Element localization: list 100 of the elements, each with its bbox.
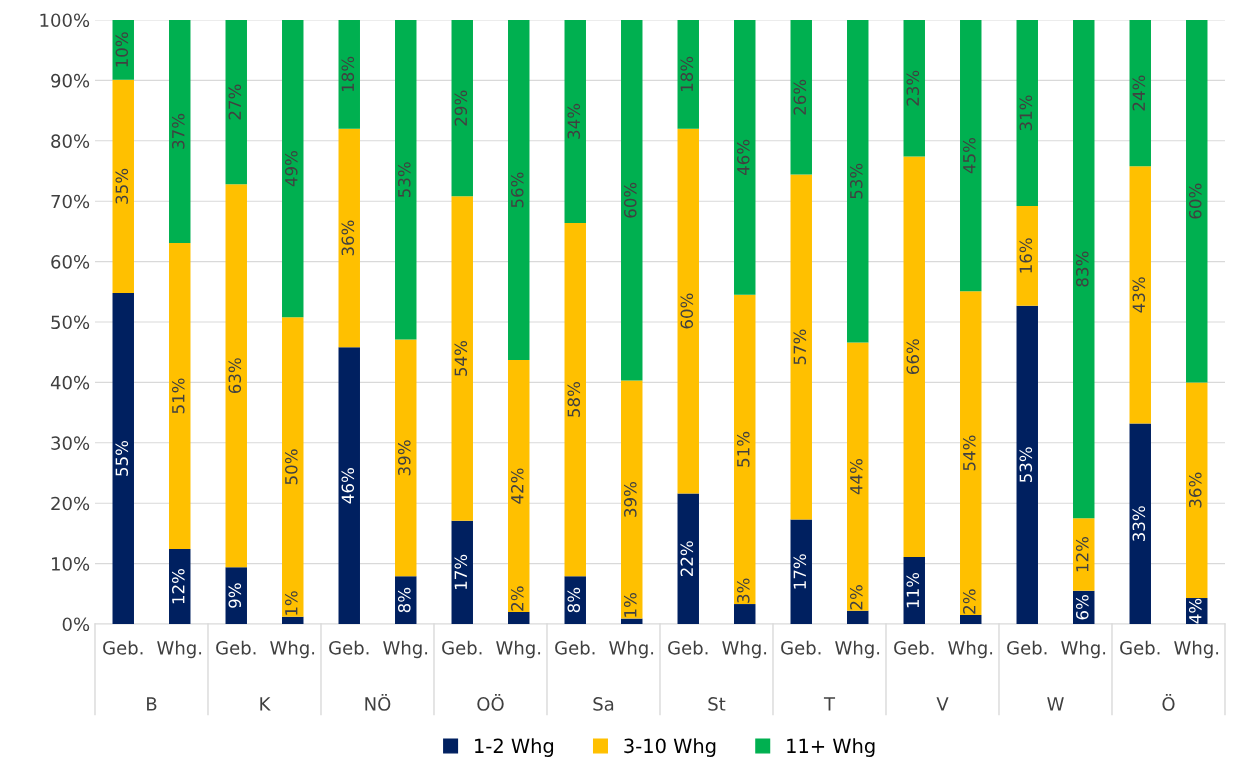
bar [451, 20, 473, 197]
data-label: 22% [680, 541, 694, 577]
x-tick-label: Whg. [948, 640, 993, 659]
bar [677, 20, 699, 129]
bar [1186, 20, 1208, 383]
data-label: 31% [1019, 95, 1033, 131]
bar [790, 174, 812, 520]
text: OÖ [477, 694, 504, 711]
bar [564, 222, 586, 577]
data-label: 60% [680, 293, 694, 329]
data-label: 53% [849, 163, 863, 199]
data-label: 57% [793, 329, 807, 365]
data-label: 36% [1188, 472, 1202, 508]
x-tick-label: Geb. [1120, 640, 1160, 655]
text: NÖ [365, 694, 391, 711]
data-label: 26% [793, 79, 807, 115]
x-tick-label: Geb. [668, 640, 708, 655]
data-label: 16% [1019, 238, 1033, 273]
bar [282, 20, 304, 318]
x-tick-label: Whg. [609, 640, 654, 659]
bar [1016, 305, 1038, 624]
x-tick-label: Whg. [270, 640, 315, 659]
bar [112, 79, 134, 294]
y-tick-label: 90% [51, 73, 90, 88]
bar [225, 567, 247, 624]
bar [282, 616, 304, 624]
x-tick-label: Whg. [835, 640, 880, 659]
data-label: 46% [736, 139, 750, 176]
x-tick-label: Geb. [1007, 640, 1047, 655]
x-tick-label: Geb. [894, 640, 934, 655]
data-label: 4% [1188, 598, 1202, 624]
bar [395, 20, 417, 340]
y-tick-label: 0% [62, 617, 90, 632]
x-tick-label: Whg. [383, 640, 428, 659]
bar [790, 20, 812, 175]
x-tick-label: Geb. [329, 640, 369, 655]
bar [847, 20, 869, 343]
bar [225, 184, 247, 568]
y-tick-label: 10% [51, 557, 90, 571]
x-tick-label: Whg. [496, 640, 541, 659]
x-tick-label: Whg. [1174, 640, 1219, 659]
data-label: 2% [962, 589, 976, 614]
bar [734, 20, 756, 295]
bar [1016, 20, 1038, 207]
data-label: 18% [341, 56, 355, 92]
bar [112, 293, 134, 624]
bar [338, 347, 360, 624]
y-tick-label: 20% [51, 496, 90, 511]
data-label: 51% [736, 431, 750, 467]
x-tick-label: Whg. [157, 640, 202, 659]
data-label: 12% [1075, 536, 1089, 572]
x-tick-label: Geb. [781, 640, 821, 655]
data-label: 54% [962, 435, 976, 471]
data-label: 36% [341, 220, 355, 256]
data-label: 53% [397, 162, 411, 197]
text: K [260, 697, 271, 711]
bar [903, 156, 925, 557]
data-label: 49% [284, 150, 298, 187]
data-label: 58% [567, 382, 581, 417]
bar [847, 342, 869, 611]
data-label: 34% [567, 103, 581, 139]
data-label: 1% [284, 591, 298, 615]
y-tick-label: 40% [50, 375, 90, 390]
data-label: 50% [284, 449, 298, 485]
bar [1073, 20, 1095, 519]
bar [169, 549, 191, 624]
data-label: 44% [849, 459, 863, 495]
data-label: 10% [115, 32, 129, 67]
data-label: 3% [736, 578, 750, 603]
data-label: 2% [510, 586, 524, 611]
text: Sa [593, 697, 614, 711]
legend-label: 11+ Whg [787, 738, 875, 757]
data-label: 23% [906, 70, 920, 106]
text: T [823, 697, 836, 711]
data-label: 55% [115, 440, 129, 476]
bar [621, 20, 643, 381]
y-tick-label: 80% [51, 134, 90, 148]
data-label: 2% [849, 585, 863, 610]
data-label: 11% [906, 572, 920, 608]
data-label: 12% [171, 568, 185, 604]
data-label: 24% [1132, 75, 1146, 111]
bar [1186, 382, 1208, 599]
bar [169, 20, 191, 243]
y-tick-label: 50% [51, 315, 90, 330]
bar [225, 20, 247, 185]
bar [960, 20, 982, 292]
bar [960, 614, 982, 624]
bar [847, 610, 869, 624]
x-tick-label: Geb. [216, 640, 256, 655]
data-label: 54% [454, 340, 468, 376]
text: V [936, 697, 949, 711]
data-label: 35% [115, 168, 129, 204]
data-label: 66% [906, 339, 920, 375]
bar [508, 20, 530, 361]
bar [734, 604, 756, 624]
data-label: 60% [1188, 183, 1202, 219]
bar [564, 20, 586, 223]
data-label: 9% [228, 583, 242, 608]
data-label: 29% [454, 90, 468, 126]
text: B [147, 697, 157, 711]
